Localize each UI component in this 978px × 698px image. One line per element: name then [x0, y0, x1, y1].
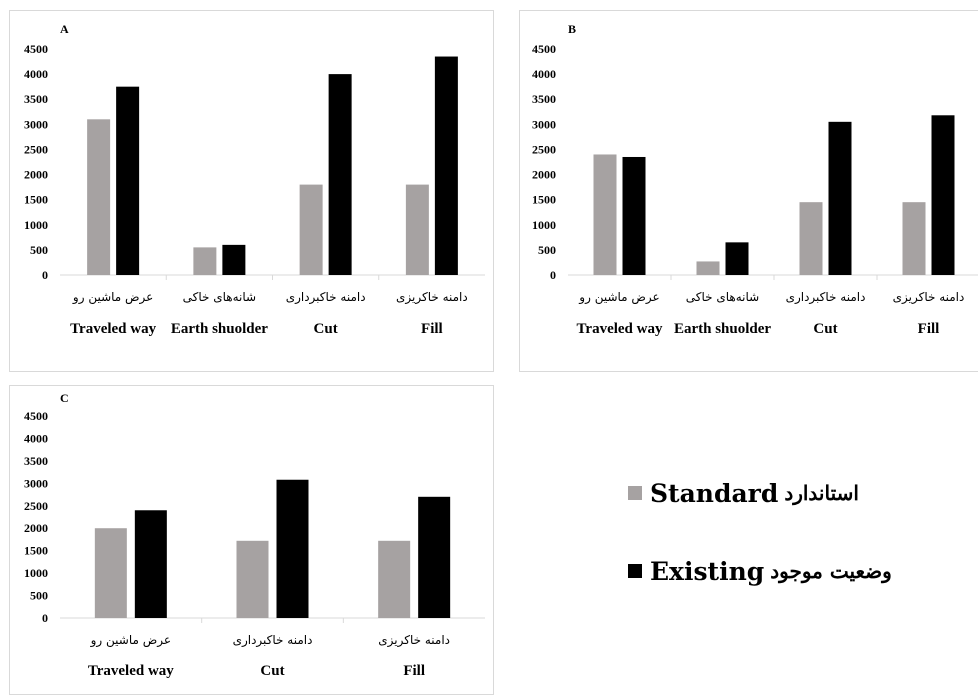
legend-swatch-standard	[628, 486, 642, 500]
legend-label-standard-en: Standard	[650, 478, 779, 508]
bar-a-existing-1	[222, 244, 246, 275]
y-tick-label-c-1: 500	[30, 589, 48, 603]
category-label-fa-c-2: دامنه خاکریزی	[378, 633, 450, 648]
bar-c-standard-1	[236, 540, 269, 618]
bar-c-existing-1	[276, 479, 309, 618]
bar-a-standard-2	[299, 184, 323, 275]
bar-a-standard-3	[405, 184, 429, 275]
panel-label-c: C	[60, 391, 69, 405]
chart-panel-b: B 0 500 1000 1500 2000 2500 3000 3500 4000 4500 عرض…	[519, 10, 978, 372]
y-tick-label-c-5: 2500	[24, 499, 48, 513]
y-tick-label-b-5: 2500	[532, 142, 556, 156]
bar-b-existing-1	[725, 242, 749, 275]
legend-item-standard: Standard استاندارد	[628, 478, 859, 508]
y-tick-label-a-0: 0	[42, 268, 48, 282]
y-tick-label-a-4: 2000	[24, 168, 48, 182]
bar-b-existing-2	[828, 121, 852, 275]
legend-item-existing: Existing وضعیت موجود	[628, 556, 892, 586]
y-tick-label-c-7: 3500	[24, 454, 48, 468]
category-label-fa-b-2: دامنه خاکبرداری	[786, 290, 866, 305]
y-tick-label-b-7: 3500	[532, 92, 556, 106]
panel-label-b: B	[568, 22, 576, 36]
category-label-fa-a-1: شانه‌های خاکی	[183, 290, 256, 304]
legend-label-existing-fa: وضعیت موجود	[770, 559, 892, 583]
y-tick-label-b-6: 3000	[532, 117, 556, 131]
y-tick-label-a-1: 500	[30, 243, 48, 257]
chart-a-svg: A 0 500 1000 1500 2000 2500 3000 3500 4000 4500 عرض…	[24, 22, 485, 337]
bar-a-standard-0	[87, 119, 111, 275]
category-label-en-b-2: Cut	[813, 321, 837, 337]
category-label-en-a-0: Traveled way	[70, 321, 156, 337]
panel-label-a: A	[60, 22, 69, 36]
category-label-fa-a-2: دامنه خاکبرداری	[286, 290, 366, 305]
y-tick-label-a-3: 1500	[24, 193, 48, 207]
category-label-fa-c-0: عرض ماشین رو	[90, 633, 171, 648]
legend-swatch-existing	[628, 564, 642, 578]
y-tick-label-c-8: 4000	[24, 431, 48, 445]
category-label-en-c-1: Cut	[260, 663, 284, 679]
y-tick-label-b-9: 4500	[532, 42, 556, 56]
category-label-fa-b-3: دامنه خاکریزی	[893, 290, 965, 305]
y-tick-label-c-2: 1000	[24, 566, 48, 580]
y-tick-label-c-3: 1500	[24, 544, 48, 558]
category-label-en-a-2: Cut	[314, 321, 338, 337]
category-label-en-a-1: Earth shuolder	[171, 321, 268, 337]
bar-a-existing-3	[434, 56, 458, 276]
y-tick-label-b-4: 2000	[532, 168, 556, 182]
category-label-en-b-3: Fill	[918, 321, 940, 337]
y-tick-label-a-7: 3500	[24, 92, 48, 106]
bar-c-standard-0	[94, 528, 127, 618]
bar-a-existing-0	[116, 86, 140, 276]
category-label-en-c-0: Traveled way	[88, 663, 174, 679]
bar-b-standard-1	[696, 261, 720, 275]
bar-b-standard-2	[799, 202, 823, 275]
category-label-fa-a-3: دامنه خاکریزی	[396, 290, 468, 305]
bar-b-standard-3	[902, 202, 926, 275]
legend-label-existing-en: Existing	[650, 556, 765, 586]
chart-c-svg: C 0 500 1000 1500 2000 2500 3000 3500 4000 4500 عرض…	[24, 391, 485, 679]
y-tick-label-b-1: 500	[538, 243, 556, 257]
y-tick-label-b-8: 4000	[532, 67, 556, 81]
category-label-fa-b-1: شانه‌های خاکی	[686, 290, 759, 304]
bar-a-existing-2	[328, 74, 352, 275]
category-label-fa-b-0: عرض ماشین رو	[578, 290, 659, 305]
bar-b-standard-0	[593, 154, 617, 275]
legend-label-standard-fa: استاندارد	[784, 481, 859, 505]
y-tick-label-b-0: 0	[550, 268, 556, 282]
chart-b-svg: B 0 500 1000 1500 2000 2500 3000 3500 4000 4500 عرض…	[532, 22, 978, 337]
bar-c-existing-2	[418, 496, 451, 618]
y-tick-label-a-6: 3000	[24, 117, 48, 131]
category-label-en-c-2: Fill	[403, 663, 425, 679]
y-tick-label-a-8: 4000	[24, 67, 48, 81]
bar-b-existing-0	[622, 156, 646, 275]
category-label-en-a-3: Fill	[421, 321, 443, 337]
category-label-en-b-1: Earth shuolder	[674, 321, 771, 337]
chart-panel-a: A 0 500 1000 1500 2000 2500 3000 3500 4000 4500 عرض…	[9, 10, 494, 372]
y-tick-label-a-9: 4500	[24, 42, 48, 56]
chart-panel-c: C 0 500 1000 1500 2000 2500 3000 3500 4000 4500 عرض…	[9, 385, 494, 695]
legend: Standard استاندارد Existing وضعیت موجود	[628, 470, 928, 610]
y-tick-label-a-2: 1000	[24, 218, 48, 232]
bar-c-standard-2	[378, 540, 411, 618]
bar-a-standard-1	[193, 247, 217, 275]
y-tick-label-b-3: 1500	[532, 193, 556, 207]
y-tick-label-a-5: 2500	[24, 142, 48, 156]
category-label-fa-a-0: عرض ماشین رو	[72, 290, 153, 305]
bar-b-existing-3	[931, 115, 955, 275]
y-tick-label-b-2: 1000	[532, 218, 556, 232]
category-label-en-b-0: Traveled way	[577, 321, 663, 337]
y-tick-label-c-4: 2000	[24, 521, 48, 535]
y-tick-label-c-0: 0	[42, 611, 48, 625]
y-tick-label-c-9: 4500	[24, 409, 48, 423]
category-label-fa-c-1: دامنه خاکبرداری	[233, 633, 313, 648]
bar-c-existing-0	[134, 510, 167, 618]
y-tick-label-c-6: 3000	[24, 476, 48, 490]
